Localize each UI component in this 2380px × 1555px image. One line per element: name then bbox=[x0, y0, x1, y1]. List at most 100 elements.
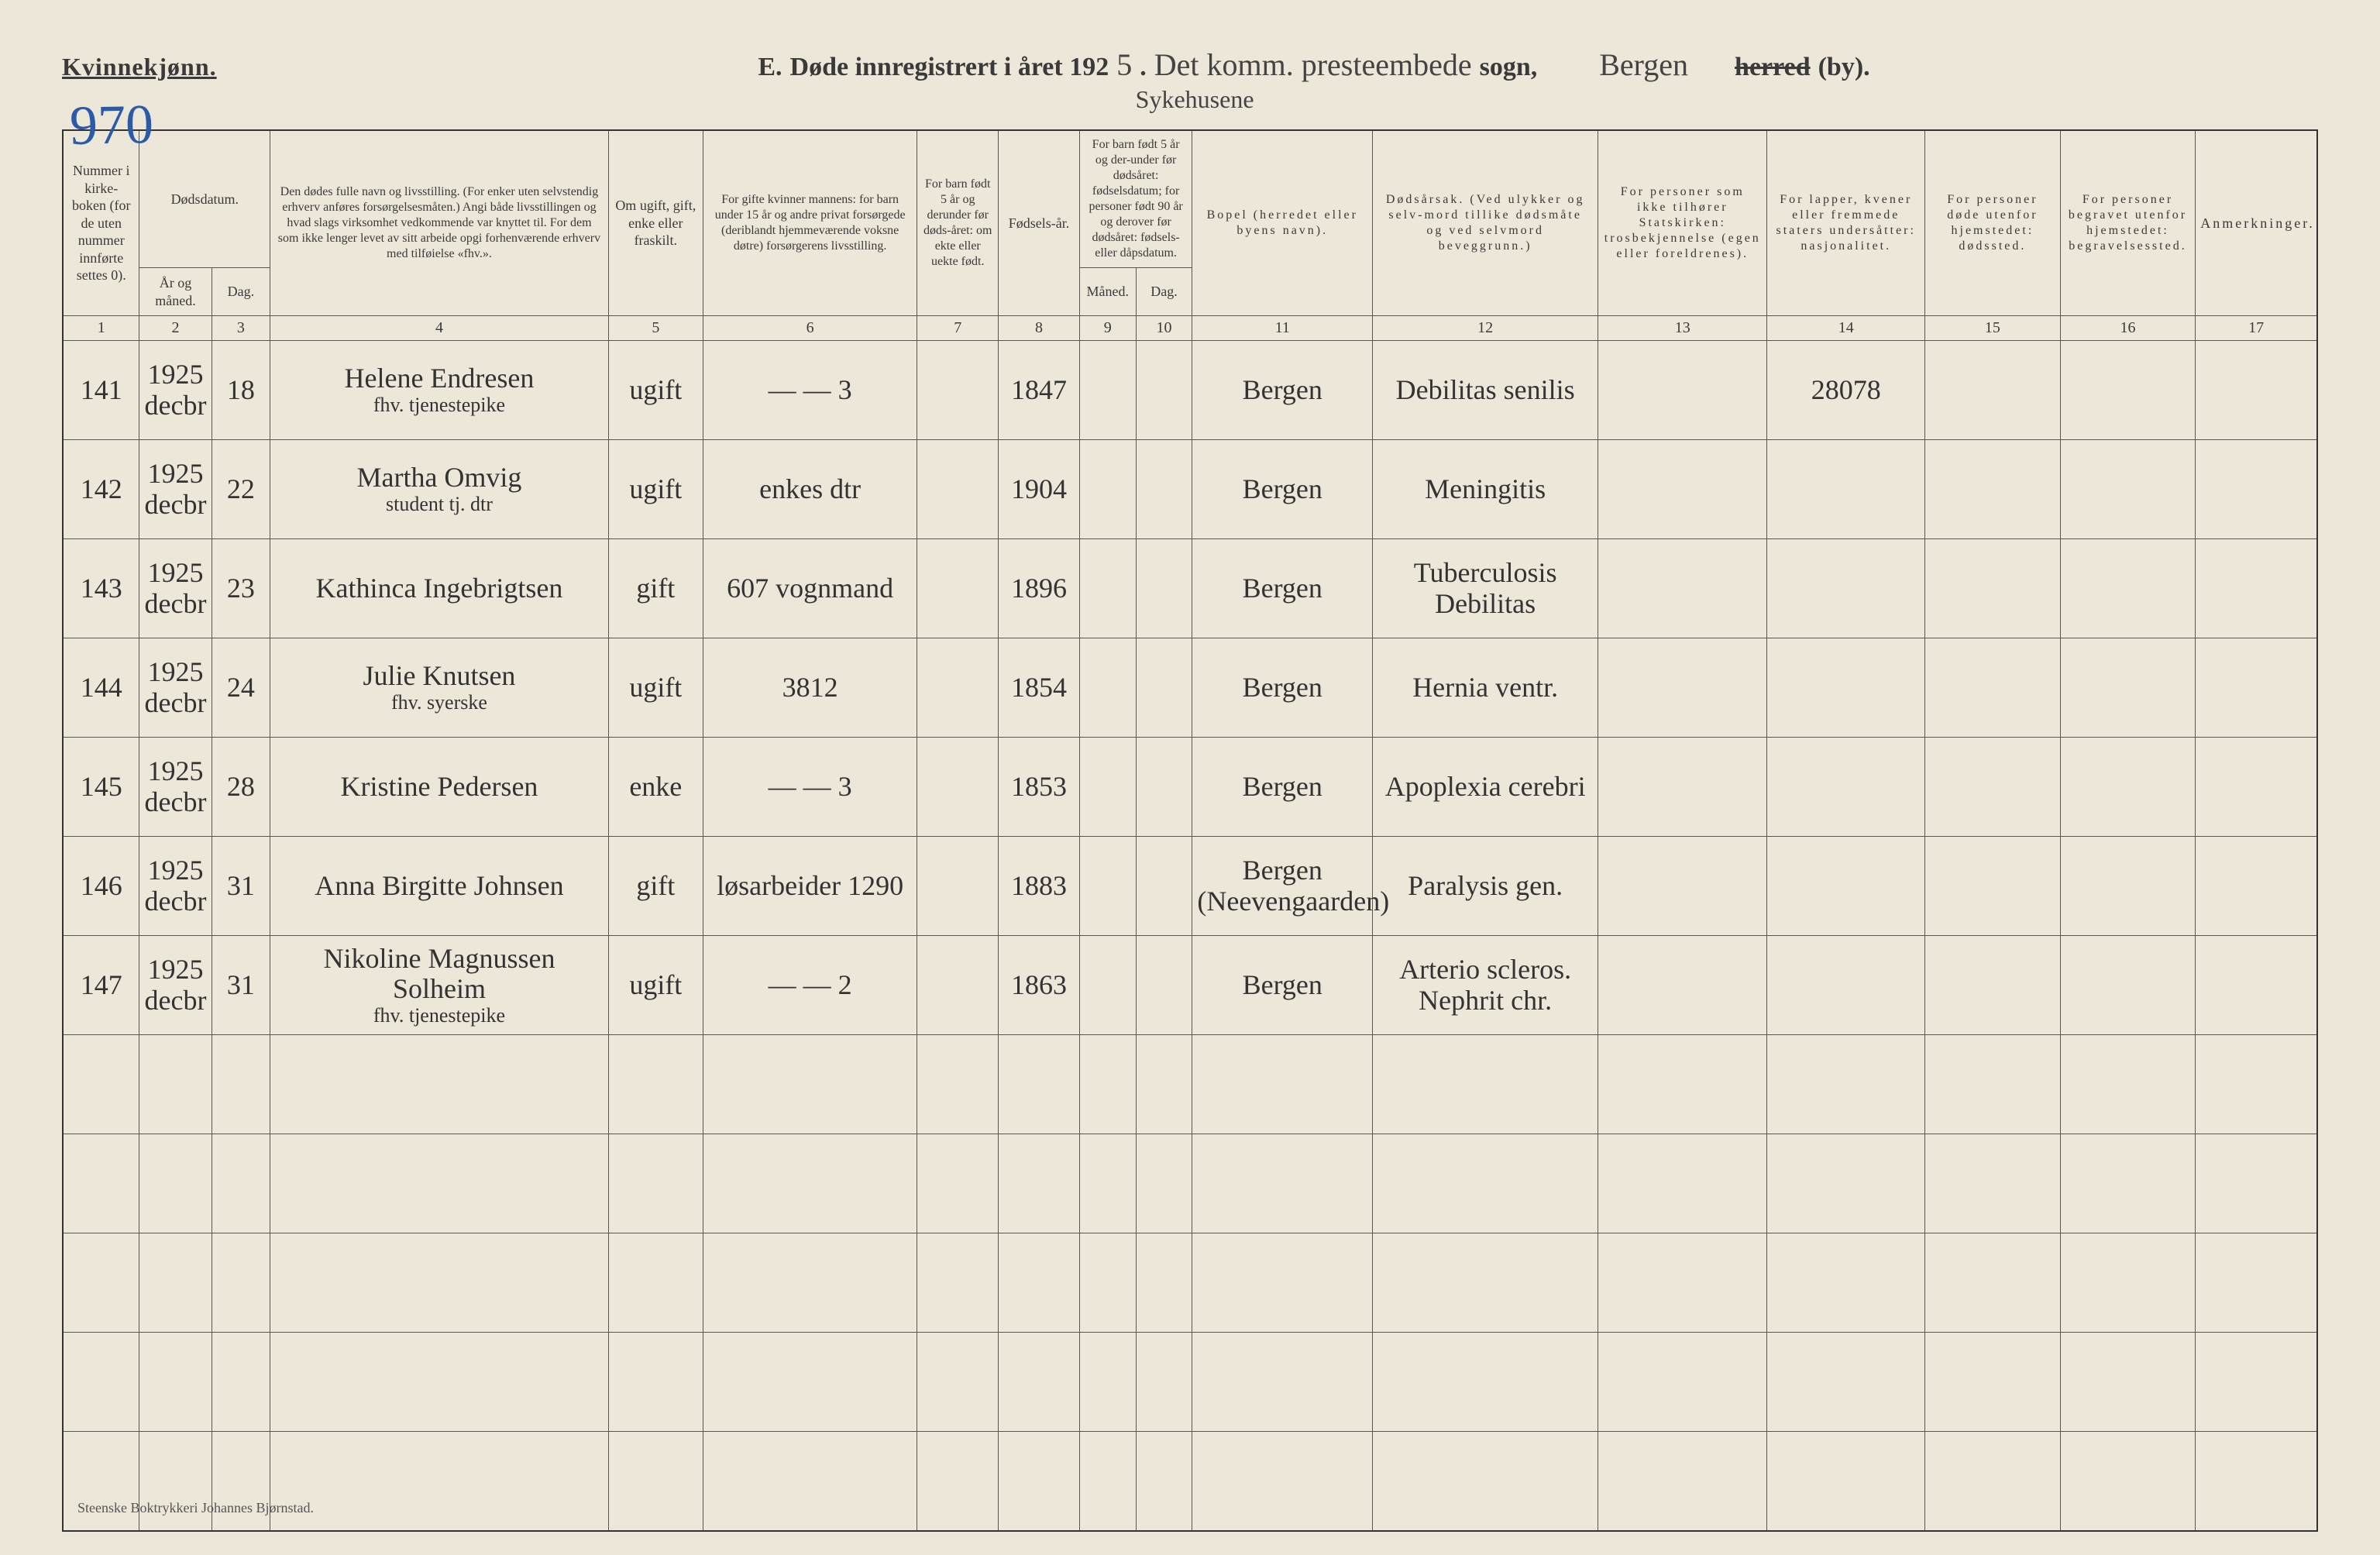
table-cell bbox=[2196, 738, 2317, 837]
table-cell bbox=[1136, 1035, 1192, 1134]
table-cell bbox=[703, 1035, 917, 1134]
table-cell bbox=[270, 1134, 609, 1233]
col-head-9: For barn født 5 år og der-under før døds… bbox=[1079, 130, 1192, 268]
table-cell bbox=[1925, 1333, 2061, 1432]
table-cell bbox=[2060, 1333, 2196, 1432]
table-cell bbox=[1598, 638, 1767, 738]
table-cell bbox=[2060, 837, 2196, 936]
table-row: 1461925decbr31Anna Birgitte Johnsengiftl… bbox=[63, 837, 2317, 936]
table-cell: Nikoline Magnussen Solheimfhv. tjenestep… bbox=[270, 936, 609, 1035]
title-prefix: E. bbox=[758, 53, 782, 82]
table-cell bbox=[1598, 1432, 1767, 1531]
table-cell: 143 bbox=[63, 539, 139, 638]
table-cell bbox=[1598, 341, 1767, 440]
table-cell bbox=[1136, 1233, 1192, 1333]
table-cell bbox=[999, 1134, 1080, 1233]
table-cell bbox=[139, 1233, 212, 1333]
header-row: Kvinnekjønn. E. Døde innregistrert i åre… bbox=[62, 46, 2318, 83]
colnum-9: 9 bbox=[1079, 316, 1136, 341]
table-cell bbox=[1192, 1134, 1373, 1233]
table-cell: 24 bbox=[212, 638, 270, 738]
table-cell: 23 bbox=[212, 539, 270, 638]
table-cell bbox=[999, 1233, 1080, 1333]
table-cell bbox=[1079, 1035, 1136, 1134]
table-cell bbox=[1136, 638, 1192, 738]
table-cell bbox=[1925, 738, 2061, 837]
table-cell bbox=[1767, 1134, 1925, 1233]
table-cell: 1925decbr bbox=[139, 539, 212, 638]
table-cell bbox=[2196, 638, 2317, 738]
table-cell: 147 bbox=[63, 936, 139, 1035]
table-cell: 31 bbox=[212, 837, 270, 936]
table-cell bbox=[1079, 738, 1136, 837]
table-row-empty bbox=[63, 1432, 2317, 1531]
table-cell: 1925decbr bbox=[139, 738, 212, 837]
table-cell bbox=[2196, 1432, 2317, 1531]
table-cell: 144 bbox=[63, 638, 139, 738]
table-cell bbox=[2196, 341, 2317, 440]
col-head-7: For barn født 5 år og derunder før døds-… bbox=[917, 130, 999, 316]
table-cell bbox=[1767, 539, 1925, 638]
table-cell bbox=[2196, 837, 2317, 936]
table-cell: Meningitis bbox=[1373, 440, 1598, 539]
table-cell: Bergen bbox=[1192, 936, 1373, 1035]
table-cell bbox=[917, 1233, 999, 1333]
table-cell bbox=[1925, 539, 2061, 638]
table-cell: 1847 bbox=[999, 341, 1080, 440]
table-cell bbox=[2196, 539, 2317, 638]
table-cell bbox=[917, 1134, 999, 1233]
table-cell bbox=[270, 1333, 609, 1432]
table-row: 1441925decbr24Julie Knutsenfhv. syerskeu… bbox=[63, 638, 2317, 738]
table-cell: enkes dtr bbox=[703, 440, 917, 539]
table-cell bbox=[63, 1233, 139, 1333]
table-cell bbox=[1925, 1035, 2061, 1134]
col-head-1: Nummer i kirke-boken (for de uten nummer… bbox=[63, 130, 139, 316]
table-cell bbox=[917, 440, 999, 539]
table-cell: 146 bbox=[63, 837, 139, 936]
parish-subline: Sykehusene bbox=[1136, 85, 1254, 114]
table-cell: Helene Endresenfhv. tjenestepike bbox=[270, 341, 609, 440]
table-cell bbox=[1767, 837, 1925, 936]
column-number-row: 1 2 3 4 5 6 7 8 9 10 11 12 13 14 15 16 1… bbox=[63, 316, 2317, 341]
table-cell bbox=[1598, 440, 1767, 539]
table-cell bbox=[1079, 1233, 1136, 1333]
table-cell bbox=[608, 1035, 703, 1134]
table-cell: 31 bbox=[212, 936, 270, 1035]
table-cell: 1853 bbox=[999, 738, 1080, 837]
table-cell: Bergen bbox=[1192, 738, 1373, 837]
table-cell bbox=[1079, 936, 1136, 1035]
by-label: (by). bbox=[1818, 53, 1870, 82]
col-head-5: Om ugift, gift, enke eller fraskilt. bbox=[608, 130, 703, 316]
table-row: 1431925decbr23Kathinca Ingebrigtsengift6… bbox=[63, 539, 2317, 638]
parish-script: Det komm. presteembede bbox=[1154, 46, 1472, 83]
table-cell bbox=[1925, 638, 2061, 738]
colnum-10: 10 bbox=[1136, 316, 1192, 341]
colnum-13: 13 bbox=[1598, 316, 1767, 341]
table-cell bbox=[1925, 1432, 2061, 1531]
table-cell: Anna Birgitte Johnsen bbox=[270, 837, 609, 936]
table-cell bbox=[999, 1432, 1080, 1531]
table-cell bbox=[917, 837, 999, 936]
table-cell bbox=[1925, 440, 2061, 539]
colnum-16: 16 bbox=[2060, 316, 2196, 341]
table-cell bbox=[2196, 1134, 2317, 1233]
table-cell: Tuberculosis Debilitas bbox=[1373, 539, 1598, 638]
table-cell bbox=[917, 1035, 999, 1134]
table-row: 1471925decbr31Nikoline Magnussen Solheim… bbox=[63, 936, 2317, 1035]
table-cell bbox=[1136, 539, 1192, 638]
table-row: 1411925decbr18Helene Endresenfhv. tjenes… bbox=[63, 341, 2317, 440]
table-cell bbox=[1598, 738, 1767, 837]
col-head-11: Bopel (herredet eller byens navn). bbox=[1192, 130, 1373, 316]
table-cell bbox=[917, 738, 999, 837]
col-head-16: For personer begravet utenfor hjemstedet… bbox=[2060, 130, 2196, 316]
sogn-label: sogn, bbox=[1480, 53, 1538, 82]
table-cell: 1925decbr bbox=[139, 638, 212, 738]
table-cell: 1925decbr bbox=[139, 440, 212, 539]
table-cell: Hernia ventr. bbox=[1373, 638, 1598, 738]
table-cell bbox=[1925, 1233, 2061, 1333]
table-cell bbox=[2060, 341, 2196, 440]
colnum-15: 15 bbox=[1925, 316, 2061, 341]
table-cell: 141 bbox=[63, 341, 139, 440]
table-cell bbox=[1767, 1333, 1925, 1432]
table-cell bbox=[1598, 539, 1767, 638]
